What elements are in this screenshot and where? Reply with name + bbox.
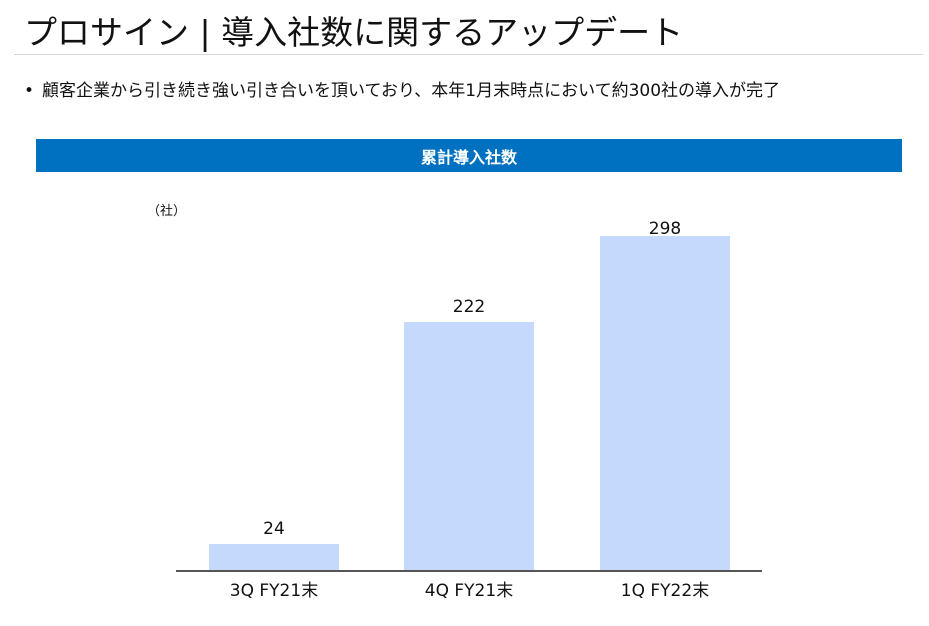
bar-1q-fy22: [600, 236, 730, 570]
value-label-1q-fy22: 298: [648, 219, 682, 239]
chart-title-banner: 累計導入社数: [36, 139, 902, 172]
bar-4q-fy21: [404, 322, 534, 570]
bar-3q-fy21: [209, 544, 339, 570]
category-label-3q-fy21: 3Q FY21末: [229, 581, 319, 601]
category-label-4q-fy21: 4Q FY21末: [424, 581, 514, 601]
bullet-marker: •: [24, 81, 35, 101]
category-label-1q-fy22: 1Q FY22末: [620, 581, 710, 601]
summary-bullet: • 顧客企業から引き続き強い引き合いを頂いており、本年1月末時点において約300社…: [24, 76, 780, 101]
value-label-3q-fy21: 24: [263, 519, 285, 539]
x-axis-line: [176, 570, 762, 572]
value-label-4q-fy21: 222: [452, 297, 486, 317]
page-title: プロサイン | 導入社数に関するアップデート: [24, 13, 684, 52]
title-divider: [14, 54, 923, 55]
y-axis-unit-label: （社）: [147, 204, 187, 219]
summary-text: 顧客企業から引き続き強い引き合いを頂いており、本年1月末時点において約300社の…: [42, 81, 781, 101]
